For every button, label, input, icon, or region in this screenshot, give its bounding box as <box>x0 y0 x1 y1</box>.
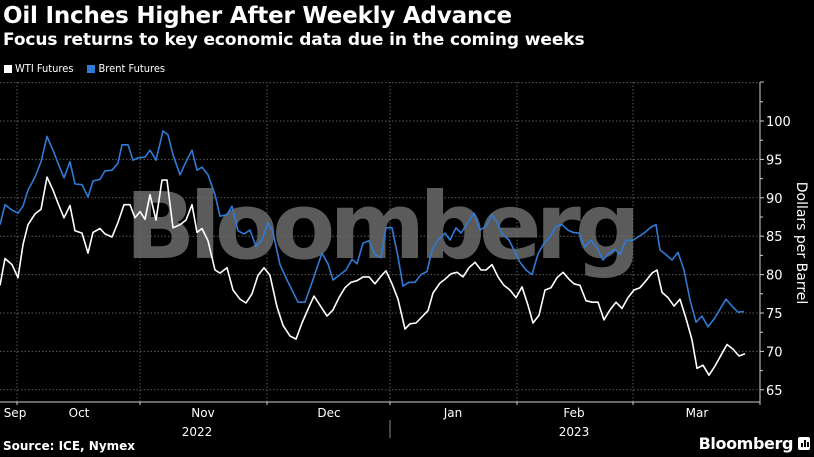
x-tick-label: Feb <box>563 406 584 420</box>
x-tick-label: Jan <box>443 406 463 420</box>
x-tick-label: Mar <box>686 406 709 420</box>
y-tick-label: 95 <box>766 153 783 168</box>
chart-subtitle: Focus returns to key economic data due i… <box>3 30 585 50</box>
y-tick-label: 90 <box>766 192 783 207</box>
bloomberg-logo: Bloomberg <box>699 434 810 453</box>
brand-text: Bloomberg <box>698 434 794 453</box>
y-tick-label: 75 <box>766 307 783 322</box>
watermark-text: Bloomberg <box>125 173 634 280</box>
chart-lines <box>0 130 746 377</box>
chart-title: Oil Inches Higher After Weekly Advance <box>3 3 512 29</box>
x-tick-label: Nov <box>191 406 214 420</box>
bloomberg-watermark: Bloomberg <box>125 173 640 280</box>
y-tick-label: 85 <box>766 230 783 245</box>
y-tick-label: 80 <box>766 269 783 284</box>
x-tick-label: Oct <box>69 406 90 420</box>
legend-swatch-wti <box>4 64 12 73</box>
chart-axes: 65 70 75 80 85 90 95 100 Dollars per Barrel Sep Oc… <box>0 81 809 439</box>
y-axis-title: Dollars per Barrel <box>793 182 809 305</box>
legend-label-wti: WTI Futures <box>15 62 74 75</box>
legend-label-brent: Brent Futures <box>98 62 166 75</box>
legend-item-wti: WTI Futures <box>4 62 73 75</box>
legend-swatch-brent <box>87 64 96 73</box>
y-tick-label: 65 <box>766 384 783 399</box>
y-tick-label: 100 <box>766 115 791 130</box>
series-line-wti-futures <box>0 176 746 377</box>
y-tick-label: 70 <box>766 345 783 360</box>
series-line-brent-futures <box>0 130 745 328</box>
x-year-label: 2023 <box>559 425 590 439</box>
chart-legend: WTI Futures Brent Futures <box>4 62 165 75</box>
x-tick-label: Sep <box>4 406 27 420</box>
legend-item-brent: Brent Futures <box>87 62 165 75</box>
x-tick-label: Dec <box>317 406 340 420</box>
bloomberg-chart-icon <box>798 437 810 450</box>
source-note: Source: ICE, Nymex <box>3 439 136 453</box>
chart-grid <box>0 82 760 402</box>
x-year-label: 2022 <box>182 425 213 439</box>
